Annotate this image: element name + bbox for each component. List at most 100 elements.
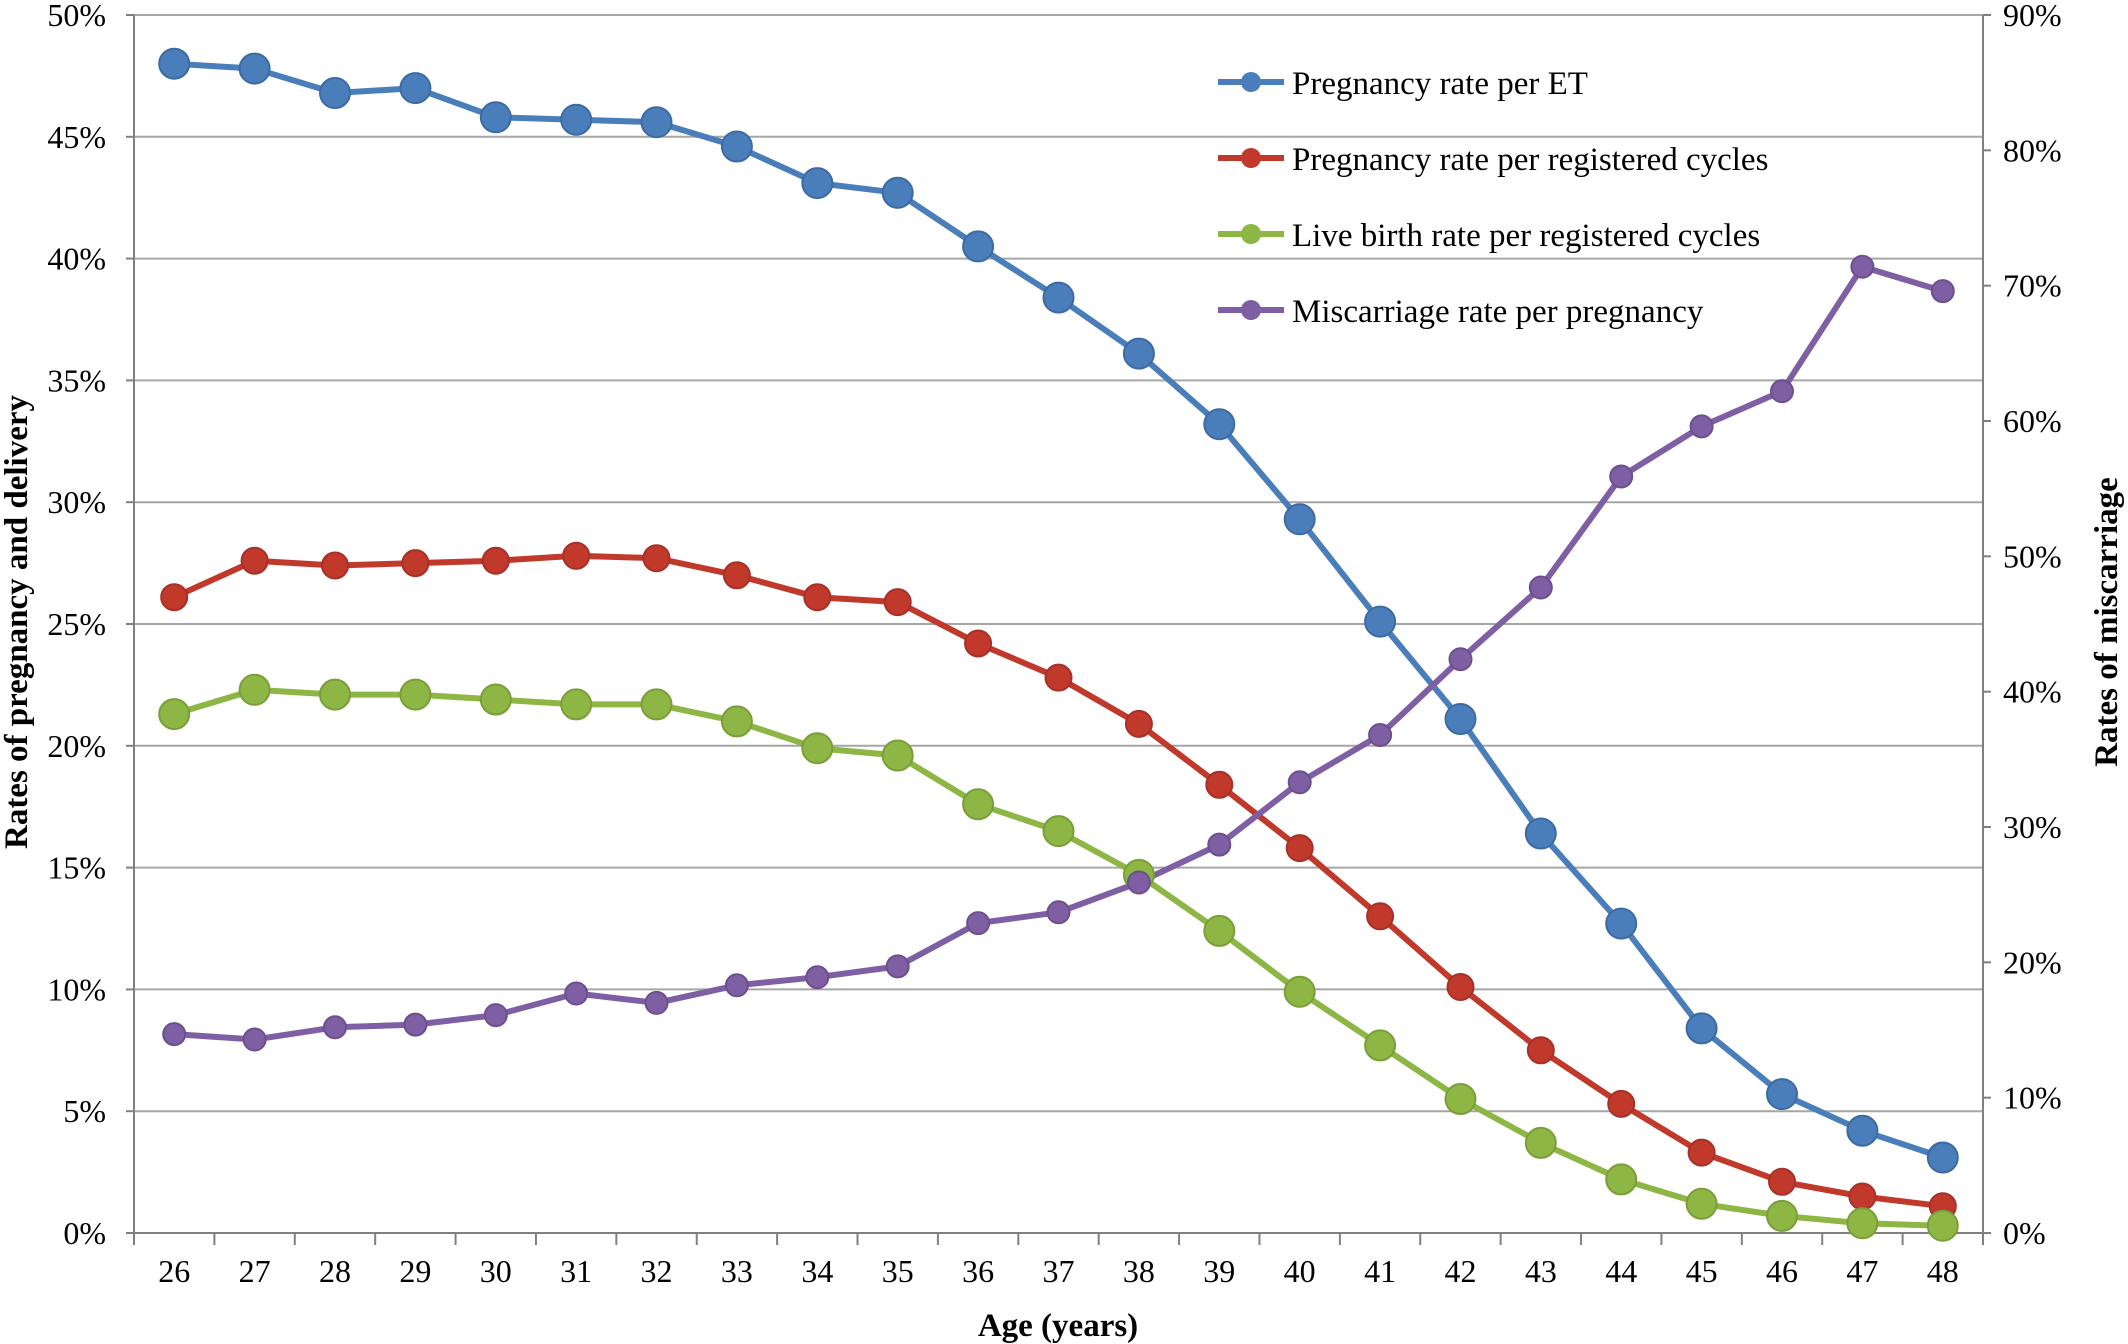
gridlines	[134, 14, 1983, 1113]
y-tick-label: 40%	[47, 241, 106, 277]
data-point	[881, 739, 914, 772]
data-point	[160, 583, 189, 612]
x-tick-label: 45	[1686, 1253, 1718, 1289]
x-tick-label: 28	[319, 1253, 351, 1289]
data-point	[964, 629, 993, 658]
data-point	[962, 788, 995, 821]
x-tick-label: 37	[1043, 1253, 1075, 1289]
data-point	[319, 678, 351, 711]
data-point	[1446, 973, 1475, 1001]
x-tick-label: 40	[1284, 1253, 1316, 1289]
y2-tick-label: 40%	[2003, 674, 2062, 710]
series-line	[172, 552, 1944, 1210]
data-point	[1046, 900, 1071, 925]
data-point	[1770, 379, 1794, 404]
data-point	[1042, 815, 1075, 848]
data-point	[1444, 703, 1477, 735]
data-point	[1846, 1207, 1879, 1240]
x-tick-label: 41	[1364, 1253, 1396, 1289]
data-point	[564, 981, 589, 1006]
data-point	[1768, 1167, 1796, 1196]
x-tick-label: 46	[1766, 1253, 1798, 1289]
x-tick-label: 26	[158, 1253, 190, 1289]
data-point	[321, 551, 349, 580]
data-point	[1689, 414, 1714, 439]
x-tick-label: 42	[1444, 1253, 1476, 1289]
legend-label: Live birth rate per registered cycles	[1292, 218, 1760, 254]
series-markers	[158, 47, 1959, 1242]
y2-tick-label: 50%	[2003, 538, 2062, 574]
data-point	[1368, 723, 1393, 747]
data-point	[1926, 1141, 1959, 1174]
x-tick-label: 29	[399, 1253, 431, 1289]
legend-label: Pregnancy rate per ET	[1292, 66, 1588, 102]
x-tick-label: 47	[1846, 1253, 1878, 1289]
data-point	[1609, 464, 1634, 489]
y-tick-label: 0%	[63, 1215, 106, 1251]
data-point	[1364, 605, 1397, 638]
x-tick-label: 30	[480, 1253, 512, 1289]
axes	[126, 14, 1991, 1245]
data-point	[560, 688, 593, 721]
data-point	[562, 541, 591, 570]
data-point	[1528, 575, 1553, 600]
legend-label: Miscarriage rate per pregnancy	[1292, 294, 1704, 330]
series-line	[173, 686, 1943, 1229]
data-point	[1203, 408, 1236, 441]
data-point	[479, 101, 512, 134]
x-axis-title: Age (years)	[978, 1308, 1138, 1344]
tick-labels: 0% 5% 10% 15% 20% 25% 30% 35% 40% 45% 50% 0% 10% 20% 3…	[47, 0, 2061, 1289]
data-point	[640, 688, 673, 721]
x-tick-label: 38	[1123, 1253, 1155, 1289]
legend-item: Pregnancy rate per ET	[1218, 66, 1588, 102]
data-point	[1930, 279, 1955, 304]
data-point	[242, 1027, 267, 1052]
x-tick-label: 31	[560, 1253, 592, 1289]
data-point	[803, 583, 832, 612]
y2-axis-title: Rates of miscarriage	[2089, 477, 2125, 767]
data-point	[1444, 1083, 1477, 1115]
y2-tick-label: 10%	[2003, 1080, 2062, 1116]
data-point	[403, 1012, 428, 1037]
data-point	[399, 72, 432, 105]
y2-tick-label: 70%	[2003, 268, 2062, 304]
data-point	[805, 965, 830, 990]
x-tick-label: 39	[1203, 1253, 1235, 1289]
data-point	[1850, 254, 1875, 279]
data-point	[883, 588, 912, 617]
data-point	[1366, 902, 1395, 931]
data-point	[1605, 907, 1638, 940]
data-point	[1124, 709, 1153, 738]
y2-tick-label: 30%	[2003, 809, 2062, 845]
data-point	[966, 911, 991, 936]
y2-tick-label: 0%	[2003, 1215, 2046, 1251]
x-tick-label: 35	[882, 1253, 914, 1289]
legend-label: Pregnancy rate per registered cycles	[1292, 142, 1768, 178]
data-point	[1203, 914, 1236, 947]
data-point	[1524, 1126, 1557, 1159]
data-point	[1685, 1187, 1718, 1220]
legend-item: Pregnancy rate per registered cycles	[1218, 142, 1768, 178]
data-point	[323, 1015, 347, 1040]
data-point	[724, 973, 749, 998]
data-point	[642, 544, 671, 573]
x-tick-label: 48	[1927, 1253, 1959, 1289]
data-point	[238, 673, 271, 706]
y-tick-label: 5%	[63, 1093, 106, 1129]
data-point	[158, 47, 191, 80]
y-tick-label: 15%	[47, 850, 106, 886]
data-point	[640, 106, 673, 139]
data-point	[1364, 1029, 1397, 1062]
y2-tick-label: 20%	[2003, 944, 2062, 980]
data-point	[1042, 281, 1075, 314]
y-tick-label: 20%	[47, 728, 106, 764]
data-point	[399, 678, 432, 711]
data-point	[885, 954, 910, 979]
legend-item: Miscarriage rate per pregnancy	[1218, 294, 1704, 330]
y-tick-label: 10%	[47, 971, 106, 1007]
data-point	[1766, 1199, 1798, 1232]
data-point	[1287, 770, 1312, 795]
x-tick-label: 44	[1605, 1253, 1637, 1289]
data-point	[401, 549, 430, 578]
